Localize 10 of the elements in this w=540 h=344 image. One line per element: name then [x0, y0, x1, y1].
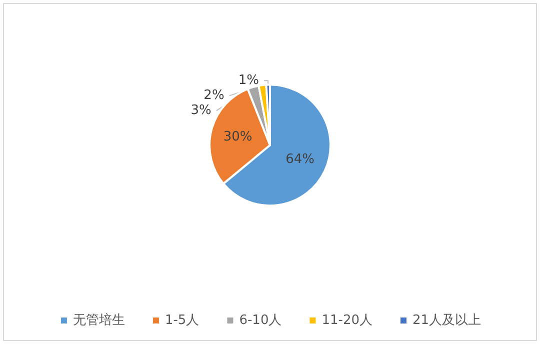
- data-label: 30%: [223, 129, 252, 144]
- legend-label: 1-5人: [164, 313, 200, 328]
- legend-label: 无管培生: [72, 313, 125, 328]
- data-label: 3%: [190, 103, 212, 118]
- legend-label: 6-10人: [239, 313, 282, 328]
- data-label: 1%: [238, 73, 259, 88]
- data-label: 2%: [204, 88, 224, 104]
- legend-label: 21人及以上: [412, 313, 482, 328]
- data-label: 64%: [286, 152, 315, 167]
- legend-label: 11-20人: [322, 313, 372, 328]
